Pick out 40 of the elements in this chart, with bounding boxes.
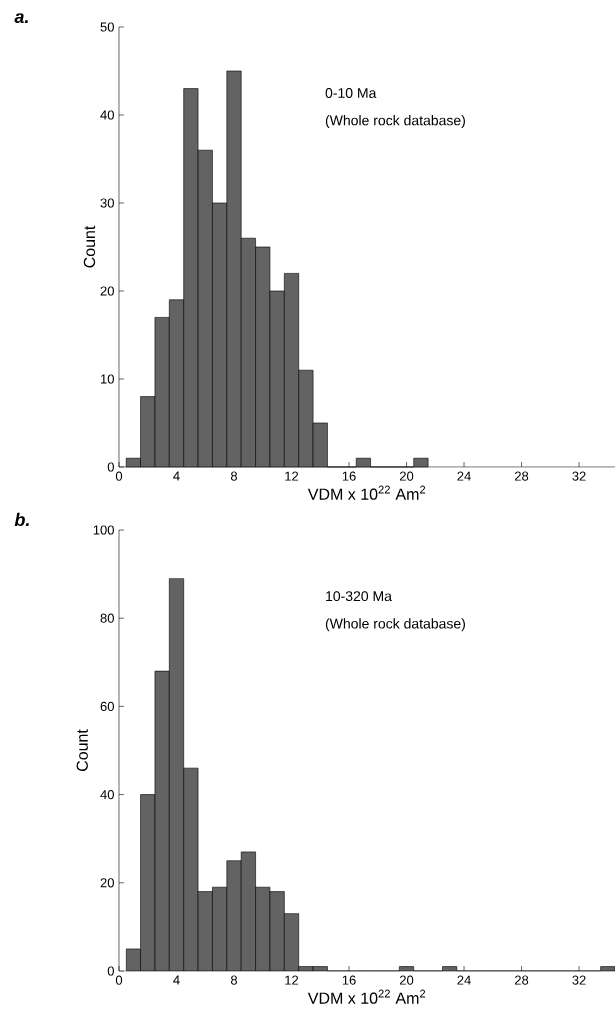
y-tick-label: 0 xyxy=(107,462,114,472)
y-axis-title: Count xyxy=(76,729,88,772)
y-tick-label: 40 xyxy=(100,789,114,800)
x-tick-label: 8 xyxy=(230,975,238,985)
y-tick-label: 20 xyxy=(100,286,114,296)
chart-title: b. xyxy=(14,512,29,527)
y-tick-label: 10 xyxy=(100,374,114,384)
x-tick-label: 4 xyxy=(173,471,180,481)
chart-title: a. xyxy=(14,13,28,24)
y-tick-label: 60 xyxy=(100,701,114,711)
annotation: 10-320 Ma xyxy=(326,591,392,602)
x-tick-label: 20 xyxy=(399,975,414,985)
x-tick-label: 12 xyxy=(285,471,299,481)
y-tick-label: 50 xyxy=(100,22,114,32)
y-tick-label: 20 xyxy=(100,878,114,888)
x-tick-label: 0 xyxy=(115,471,123,481)
annotation: (Whole rock database) xyxy=(325,115,465,129)
y-tick-label: 30 xyxy=(100,198,114,208)
annotation: (Whole rock database) xyxy=(325,618,465,632)
x-tick-label: 28 xyxy=(514,471,529,481)
x-tick-label: 8 xyxy=(230,471,238,481)
x-tick-label: 24 xyxy=(457,471,471,481)
x-tick-label: 16 xyxy=(342,975,356,985)
x-tick-label: 28 xyxy=(514,975,529,985)
x-tick-label: 4 xyxy=(173,975,180,985)
x-axis-title: VDM x 10$^{22}$ Am$^{2}$ xyxy=(307,485,426,500)
x-axis-title: VDM x 10$^{22}$ Am$^{2}$ xyxy=(307,989,426,1004)
y-tick-label: 80 xyxy=(100,613,114,623)
y-tick-label: 40 xyxy=(100,110,114,120)
y-axis-title: Count xyxy=(83,225,96,268)
y-tick-label: 100 xyxy=(93,525,114,535)
x-tick-label: 12 xyxy=(285,975,299,985)
x-tick-label: 32 xyxy=(572,471,586,481)
x-tick-label: 16 xyxy=(342,471,356,481)
y-tick-label: 0 xyxy=(107,966,114,976)
x-tick-label: 0 xyxy=(115,975,123,985)
annotation: 0-10 Ma xyxy=(325,88,377,98)
x-tick-label: 24 xyxy=(457,975,471,985)
x-tick-label: 32 xyxy=(572,975,586,985)
x-tick-label: 20 xyxy=(399,471,414,481)
